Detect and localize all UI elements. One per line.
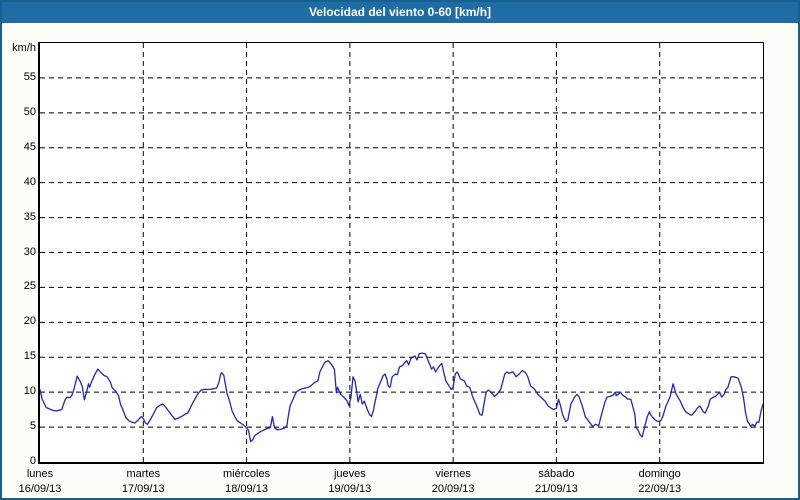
chart-title: Velocidad del viento 0-60 [km/h] (308, 5, 492, 19)
y-tick-label: 25 (23, 280, 36, 293)
x-date-label: 18/09/13 (225, 483, 268, 495)
x-date-label: 19/09/13 (328, 483, 372, 495)
plot-area (38, 42, 764, 464)
y-tick-label: 15 (23, 350, 36, 363)
y-tick-label: 55 (23, 70, 36, 83)
y-tick-label: 20 (23, 315, 36, 328)
x-day-label: martes (126, 468, 161, 480)
chart-title-bar: Velocidad del viento 0-60 [km/h] (2, 2, 798, 27)
x-day-label: sábado (538, 468, 575, 480)
y-tick-label: 0 (29, 455, 36, 467)
y-tick-label: 40 (23, 175, 36, 188)
y-tick-label: 35 (23, 210, 36, 223)
y-tick-label: 30 (23, 245, 36, 258)
x-date-label: 20/09/13 (431, 483, 475, 495)
x-day-label: domingo (638, 468, 681, 480)
y-tick-label: 10 (23, 385, 36, 398)
chart-svg (40, 43, 763, 462)
y-tick-label: 45 (23, 140, 36, 153)
x-day-label: viernes (435, 468, 471, 480)
y-axis-unit-label: km/h (12, 42, 36, 54)
x-date-label: 16/09/13 (18, 483, 62, 495)
x-date-label: 17/09/13 (121, 483, 165, 495)
x-date-label: 22/09/13 (638, 483, 682, 495)
x-date-label: 21/09/13 (535, 483, 578, 495)
x-day-label: jueves (333, 468, 366, 480)
y-tick-label: 5 (29, 420, 36, 433)
y-tick-label: 50 (23, 105, 36, 118)
x-day-label: lunes (26, 468, 54, 480)
wind-speed-line (40, 352, 763, 443)
x-day-label: miércoles (223, 468, 271, 480)
